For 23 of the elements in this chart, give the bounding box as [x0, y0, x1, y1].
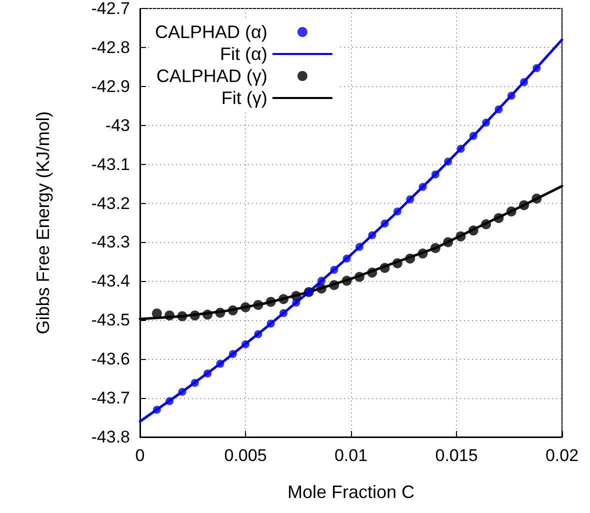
y-tick-label: -43.4: [91, 272, 130, 291]
y-tick-label: -43.6: [91, 350, 130, 369]
legend-label: CALPHAD (α): [155, 22, 268, 42]
x-tick-label: 0.01: [334, 446, 368, 465]
y-tick-label: -42.9: [91, 76, 130, 96]
x-tick-label: 0.02: [545, 446, 579, 465]
y-axis-title: Gibbs Free Energy (KJ/mol): [33, 111, 53, 334]
x-axis-title: Mole Fraction C: [287, 482, 415, 502]
y-tick-label: -43: [105, 116, 130, 135]
x-tick-label: 0: [135, 446, 145, 465]
y-tick-label: -43.1: [91, 154, 130, 174]
y-tick-label: -43.7: [91, 388, 130, 408]
legend-label: Fit (γ): [221, 88, 268, 108]
x-tick-label: 0.015: [435, 446, 478, 465]
y-tick-label: -43.5: [91, 310, 130, 330]
y-tick-label: -43.2: [91, 194, 130, 213]
y-tick-label: -43.3: [91, 232, 130, 252]
y-tick-label: -43.8: [91, 428, 130, 446]
legend-label: CALPHAD (γ): [156, 66, 268, 86]
x-tick-label: 0.005: [224, 446, 267, 465]
y-tick-label: -42.7: [91, 0, 130, 18]
y-tick-label: -42.8: [91, 38, 130, 57]
legend-label: Fit (α): [220, 44, 268, 64]
